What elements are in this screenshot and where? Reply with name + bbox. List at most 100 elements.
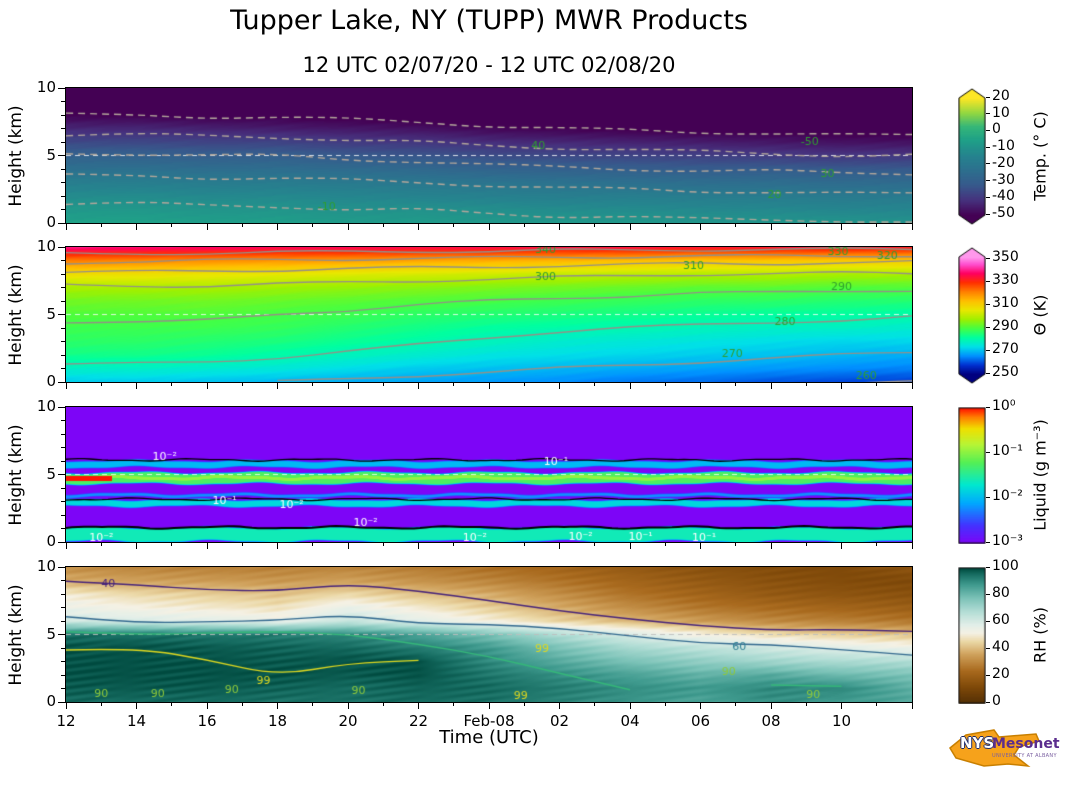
tick-mark	[347, 703, 349, 709]
tick-mark	[206, 543, 208, 549]
tick-mark	[559, 383, 560, 389]
tick-mark	[735, 543, 737, 546]
x-tick-label: 16	[197, 712, 217, 730]
tick-mark	[453, 383, 455, 386]
tick-mark	[312, 383, 314, 386]
tick-mark	[986, 196, 990, 198]
tick-mark	[61, 182, 65, 183]
temperature-colorbar-tick-label: -20	[992, 154, 1015, 171]
temperature-colorbar-tick-label: -50	[992, 205, 1015, 221]
temperature-y-tick-label: 10	[36, 78, 56, 96]
tick-mark	[488, 543, 490, 549]
tick-mark	[523, 543, 525, 546]
tick-mark	[986, 326, 990, 328]
tick-mark	[61, 661, 65, 662]
rh-colorbar-label: RH (%)	[1030, 606, 1050, 663]
tick-mark	[559, 543, 560, 549]
tick-mark	[986, 146, 990, 148]
temperature-colorbar-tick-label: 0	[992, 121, 1001, 138]
tick-mark	[986, 349, 990, 351]
tick-mark	[629, 703, 631, 709]
tick-mark	[61, 368, 65, 369]
tick-mark	[629, 543, 631, 549]
liquid-heatmap	[65, 406, 913, 543]
tick-mark	[58, 222, 65, 224]
tick-mark	[735, 383, 737, 386]
tick-mark	[206, 383, 208, 389]
tick-mark	[61, 168, 65, 170]
x-axis-label: Time (UTC)	[439, 727, 539, 748]
tick-mark	[61, 209, 65, 210]
tick-mark	[986, 566, 990, 568]
tick-mark	[58, 634, 65, 635]
temperature-colorbar-tick-label: -40	[992, 188, 1015, 205]
x-tick-label: 08	[761, 712, 781, 730]
tick-mark	[488, 383, 490, 389]
tick-mark	[488, 703, 490, 709]
rh-y-tick-label: 0	[46, 692, 56, 710]
tick-mark	[418, 383, 419, 389]
tick-mark	[65, 383, 67, 389]
tick-mark	[453, 703, 455, 706]
tick-mark	[986, 451, 990, 453]
tick-mark	[418, 543, 419, 549]
temperature-colorbar	[958, 88, 986, 225]
tick-mark	[58, 87, 65, 89]
tick-mark	[986, 593, 990, 595]
tick-mark	[418, 224, 419, 230]
tick-mark	[805, 383, 807, 386]
tick-mark	[61, 674, 65, 676]
tick-mark	[382, 543, 384, 546]
tick-mark	[61, 528, 65, 529]
rh-colorbar-tick-label: 100	[992, 558, 1019, 574]
tick-mark	[986, 113, 990, 115]
tick-mark	[61, 460, 65, 462]
liquid-colorbar-tick-label: 10⁻¹	[992, 443, 1023, 459]
x-tick-label: Feb-08	[463, 712, 515, 730]
tick-mark	[841, 543, 842, 549]
tick-mark	[100, 383, 102, 386]
logo-text-mesonet: Mesonet	[992, 736, 1060, 752]
tick-mark	[700, 383, 701, 389]
rh-y-tick-label: 5	[46, 624, 56, 643]
rh-colorbar-tick-label: 80	[992, 585, 1010, 601]
theta-colorbar-tick-label: 270	[992, 341, 1019, 358]
tick-mark	[206, 703, 208, 709]
x-tick-label: 22	[408, 712, 429, 730]
tick-mark	[664, 224, 666, 227]
theta-colorbar-tick-label: 250	[992, 364, 1019, 380]
tick-mark	[911, 543, 913, 549]
x-tick-label: 06	[690, 712, 711, 730]
tick-mark	[986, 129, 990, 131]
tick-mark	[876, 224, 878, 227]
tick-mark	[136, 383, 137, 389]
tick-mark	[58, 541, 65, 543]
tick-mark	[58, 155, 65, 156]
tick-mark	[986, 541, 990, 543]
liquid-y-tick-label: 0	[46, 532, 56, 550]
tick-mark	[382, 703, 384, 706]
tick-mark	[65, 703, 67, 709]
tick-mark	[735, 224, 737, 227]
tick-mark	[100, 703, 102, 706]
tick-mark	[876, 543, 878, 546]
rh-colorbar-tick-label: 20	[992, 666, 1010, 682]
temperature-colorbar-label: Temp. (° C)	[1030, 110, 1050, 201]
tick-mark	[664, 703, 666, 706]
tick-mark	[986, 303, 990, 305]
tick-mark	[805, 224, 807, 227]
tick-mark	[629, 224, 631, 230]
tick-mark	[986, 406, 990, 408]
theta-colorbar-tick-label: 350	[992, 249, 1019, 266]
tick-mark	[770, 703, 772, 709]
tick-mark	[61, 420, 65, 421]
tick-mark	[61, 141, 65, 143]
theta-y-tick-label: 0	[46, 372, 56, 390]
tick-mark	[559, 224, 560, 230]
x-tick-label: 20	[338, 712, 358, 730]
tick-mark	[488, 224, 490, 230]
tick-mark	[61, 287, 65, 288]
tick-mark	[61, 260, 65, 261]
tick-mark	[61, 128, 65, 129]
